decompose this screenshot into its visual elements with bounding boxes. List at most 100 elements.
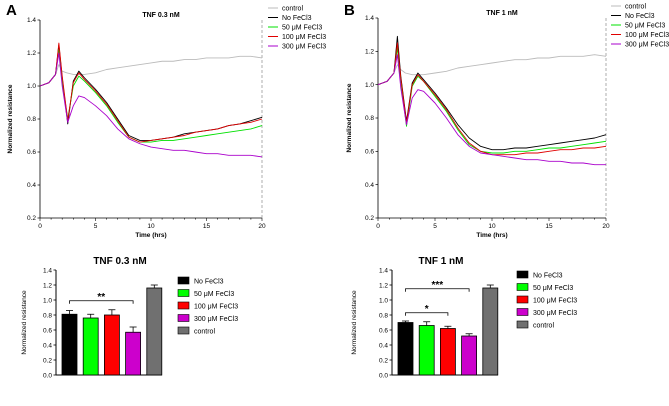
legend-label: control [194, 328, 215, 335]
y-tick-label: 0.6 [379, 327, 388, 334]
y-tick-label: 0.2 [365, 215, 374, 222]
y-tick-label: 0.2 [43, 357, 52, 364]
chart-title: TNF 1 nM [419, 256, 464, 267]
y-tick-label: 0.2 [27, 215, 36, 222]
y-tick-label: 1.2 [43, 282, 52, 289]
bar-3 [461, 335, 478, 376]
bar-4 [146, 287, 163, 376]
legend-swatch [516, 295, 529, 304]
x-tick-label: 20 [258, 223, 266, 230]
series-line-2 [377, 47, 607, 154]
significance-label: ** [97, 292, 105, 303]
legend-label: 50 μM FeCl3 [625, 22, 665, 29]
x-tick-label: 20 [602, 223, 610, 230]
bar-0 [397, 322, 414, 376]
legend-label: 300 μM FeCl3 [282, 43, 326, 50]
legend-swatch [177, 326, 190, 335]
significance-bracket [69, 300, 134, 304]
legend-label: 50 μM FeCl3 [533, 285, 573, 292]
legend-label: No FeCl3 [625, 13, 655, 20]
legend-label: 50 μM FeCl3 [194, 291, 234, 298]
legend-label: No FeCl3 [194, 278, 224, 285]
panel-letter-a: A [6, 2, 17, 19]
chart-title: TNF 0.3 nM [142, 12, 180, 19]
legend-swatch [516, 320, 529, 329]
y-tick-label: 0.4 [27, 182, 36, 189]
series-line-2 [39, 49, 263, 143]
bar-chart-tnf-0-3: TNF 0.3 nM 0.0 0.2 0.4 0.6 0.8 1.0 1.2 1.4 Normal… [21, 256, 238, 379]
legend-swatch [177, 276, 190, 285]
y-axis-label: Normalized resistance [7, 84, 14, 153]
legend-swatch [177, 314, 190, 322]
y-tick-label: 1.0 [43, 297, 52, 304]
significance-label: * [425, 304, 429, 315]
y-tick-label: 0.0 [43, 372, 52, 379]
y-tick-label: 0.2 [379, 357, 388, 364]
chart-title: TNF 0.3 nM [93, 256, 146, 267]
significance-bracket [405, 288, 470, 292]
legend-label: 50 μM FeCl3 [282, 24, 322, 31]
y-tick-label: 1.0 [365, 82, 374, 89]
y-tick-label: 1.2 [365, 49, 374, 56]
series-line-3 [377, 42, 607, 156]
x-tick-label: 10 [488, 223, 496, 230]
legend-label: 100 μM FeCl3 [533, 297, 577, 304]
x-axis-label: Time (hrs) [135, 232, 166, 239]
bar-1 [418, 325, 435, 376]
y-tick-label: 1.4 [43, 267, 52, 274]
x-axis-label: Time (hrs) [476, 232, 507, 239]
x-tick-label: 10 [147, 223, 155, 230]
y-tick-label: 0.4 [365, 182, 374, 189]
y-axis-label: Normalized resistance [346, 83, 353, 152]
bar-0 [61, 313, 78, 376]
y-tick-label: 0.4 [43, 342, 52, 349]
legend-label: 300 μM FeCl3 [625, 41, 669, 48]
bar-2 [439, 328, 456, 376]
bar-2 [104, 314, 120, 376]
y-tick-label: 0.4 [379, 342, 388, 349]
legend-label: 300 μM FeCl3 [194, 316, 238, 323]
legend-label: 100 μM FeCl3 [282, 34, 326, 41]
series-line-1 [39, 44, 263, 141]
bar-4 [482, 287, 499, 376]
series-line-3 [39, 42, 263, 143]
panel-letter-b: B [344, 2, 355, 19]
bar-3 [125, 331, 141, 376]
y-tick-label: 1.4 [27, 17, 36, 24]
legend-swatch [516, 283, 529, 291]
legend-label: control [625, 3, 646, 10]
legend-swatch [516, 308, 529, 316]
series-line-0 [377, 54, 607, 86]
y-tick-label: 1.0 [27, 83, 36, 90]
legend-swatch [177, 301, 190, 310]
significance-bracket [405, 312, 449, 316]
legend-label: control [533, 322, 554, 329]
y-tick-label: 0.6 [27, 149, 36, 156]
y-tick-label: 1.0 [379, 297, 388, 304]
series-line-1 [377, 35, 607, 151]
x-tick-label: 15 [545, 223, 553, 230]
legend-label: 300 μM FeCl3 [533, 310, 577, 317]
x-tick-label: 0 [376, 223, 380, 230]
x-tick-label: 5 [433, 223, 437, 230]
legend-label: 100 μM FeCl3 [194, 303, 238, 310]
y-tick-label: 1.4 [379, 267, 388, 274]
x-tick-label: 5 [94, 223, 98, 230]
y-tick-label: 0.8 [365, 115, 374, 122]
y-tick-label: 1.2 [27, 50, 36, 57]
y-axis-label: Normalized resistance [21, 290, 28, 355]
chart-title: TNF 1 nM [486, 10, 518, 17]
y-tick-label: 0.8 [379, 312, 388, 319]
legend-label: 100 μM FeCl3 [625, 32, 669, 39]
series-line-4 [377, 54, 606, 166]
legend-label: No FeCl3 [533, 272, 563, 279]
x-tick-label: 15 [203, 223, 211, 230]
series-line-4 [39, 52, 263, 158]
legend-swatch [516, 270, 529, 279]
y-tick-label: 0.6 [365, 149, 374, 156]
y-tick-label: 1.2 [379, 282, 388, 289]
y-tick-label: 0.6 [43, 327, 52, 334]
y-tick-label: 1.4 [365, 15, 374, 22]
bar-chart-tnf-1: TNF 1 nM 0.0 0.2 0.4 0.6 0.8 1.0 1.2 1.4 Normaliz… [351, 256, 577, 379]
